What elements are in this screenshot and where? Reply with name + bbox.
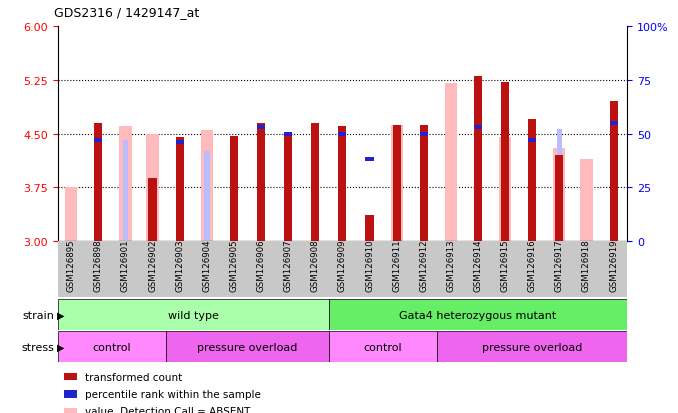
Bar <box>420 132 428 136</box>
Text: ▶: ▶ <box>57 342 64 352</box>
Bar <box>176 141 184 145</box>
Bar <box>437 332 627 363</box>
Text: stress: stress <box>22 342 54 352</box>
Text: control: control <box>93 342 131 352</box>
Bar <box>204 152 210 242</box>
Bar <box>391 126 403 242</box>
Bar <box>284 134 292 242</box>
Bar <box>338 132 346 136</box>
Text: wild type: wild type <box>167 310 219 320</box>
Text: transformed count: transformed count <box>85 372 182 382</box>
Bar <box>329 332 437 363</box>
Bar <box>528 120 536 242</box>
Bar <box>501 83 509 242</box>
Text: value, Detection Call = ABSENT: value, Detection Call = ABSENT <box>85 406 250 413</box>
Bar <box>176 138 184 242</box>
Bar <box>230 136 238 242</box>
Bar <box>338 127 346 242</box>
Text: ▶: ▶ <box>57 310 64 320</box>
Text: percentile rank within the sample: percentile rank within the sample <box>85 389 260 399</box>
Bar <box>474 77 482 242</box>
Bar <box>65 187 77 242</box>
Bar <box>365 215 374 242</box>
Bar <box>148 178 157 242</box>
Bar <box>284 132 292 136</box>
Text: strain: strain <box>22 310 54 320</box>
Bar <box>94 123 102 242</box>
Bar <box>58 332 166 363</box>
Bar <box>557 130 562 242</box>
Bar <box>553 149 565 242</box>
Bar <box>610 102 618 242</box>
Bar <box>311 123 319 242</box>
Bar <box>146 134 159 242</box>
Bar <box>201 131 213 242</box>
Bar <box>474 126 482 130</box>
Bar <box>499 138 511 242</box>
Bar <box>94 139 102 142</box>
Bar <box>610 121 618 126</box>
Bar <box>58 299 329 330</box>
Bar <box>257 126 265 130</box>
Text: control: control <box>364 342 402 352</box>
Bar <box>528 139 536 142</box>
Text: pressure overload: pressure overload <box>197 342 298 352</box>
Bar <box>580 159 593 242</box>
Bar <box>475 126 481 242</box>
Bar <box>257 123 265 242</box>
Bar <box>393 126 401 242</box>
Bar <box>119 127 132 242</box>
Bar <box>123 141 128 242</box>
Bar <box>166 332 329 363</box>
Text: GDS2316 / 1429147_at: GDS2316 / 1429147_at <box>54 6 199 19</box>
Text: Gata4 heterozygous mutant: Gata4 heterozygous mutant <box>399 310 557 320</box>
Bar <box>420 126 428 242</box>
Bar <box>329 299 627 330</box>
Bar <box>365 158 374 162</box>
Bar <box>555 156 563 242</box>
Bar <box>445 84 457 242</box>
Text: pressure overload: pressure overload <box>482 342 582 352</box>
